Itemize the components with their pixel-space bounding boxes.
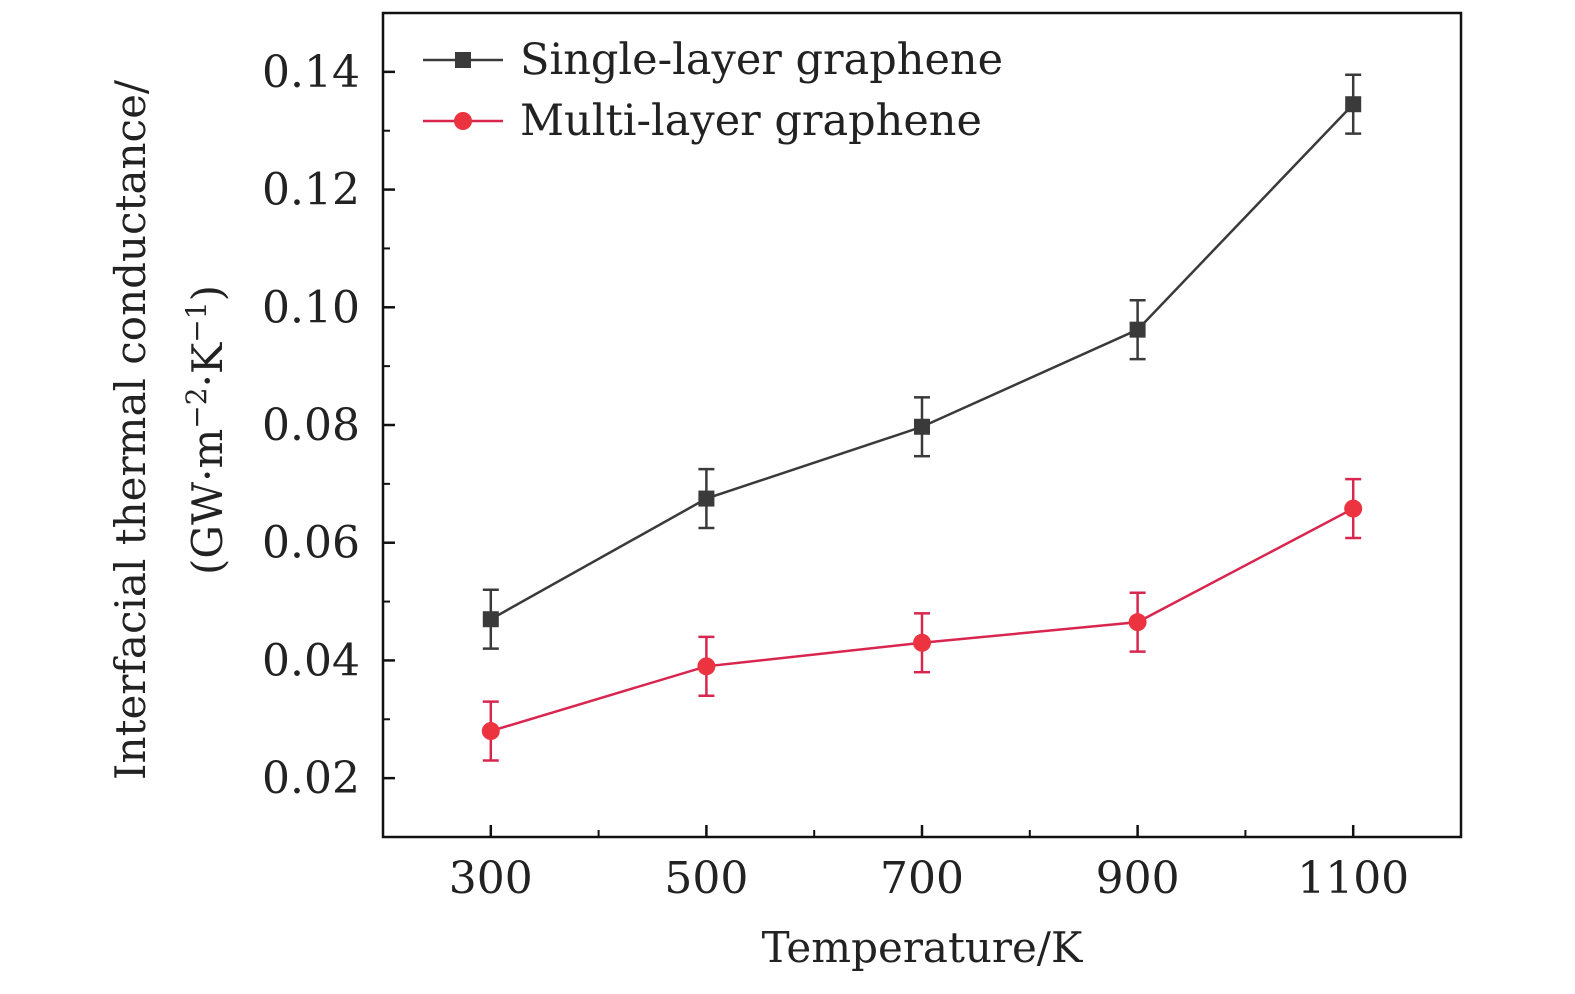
y-axis-unit-exp1: −2 [180,387,213,428]
y-axis-title-line2: (GW·m−2·K−1) [180,285,232,575]
data-point-square [1345,96,1362,113]
legend-marker-circle [454,112,472,130]
legend: Single-layer graphene Multi-layer graphe… [423,35,1003,146]
data-point-circle [1344,499,1363,518]
x-tick-label: 1100 [1297,853,1409,904]
y-axis-unit-exp2: −1 [180,301,213,342]
legend-entry-single-layer: Single-layer graphene [423,35,1003,85]
series-single-layer [482,73,1362,650]
legend-marker-square [455,52,471,68]
data-point-square [698,490,715,507]
y-tick-label: 0.02 [262,753,360,804]
y-axis-unit-main: (GW·m [183,429,232,575]
x-tick-label: 500 [664,853,748,904]
data-point-square [914,418,930,435]
y-axis-unit-mid: ·K [183,341,232,387]
y-tick-label: 0.12 [262,165,360,216]
y-tick-label: 0.14 [262,47,360,98]
data-point-square [1129,321,1146,338]
series-layer [481,73,1363,762]
y-axis-title-line1: Interfacial thermal conductance/ [106,79,155,780]
plot-frame [381,11,1463,839]
y-tick-label: 0.08 [262,400,360,451]
axes-layer: 300 500 700 900 1100 0.02 0.04 0.06 0.08 0.10 0.12… [262,47,1409,904]
x-tick-label: 900 [1096,853,1180,904]
legend-label-multi-layer: Multi-layer graphene [520,96,982,146]
y-tick-label: 0.10 [262,282,360,333]
x-axis-title: Temperature/K [762,923,1084,972]
data-point-square [482,611,499,628]
y-tick-label: 0.06 [262,518,360,569]
y-axis-unit-end: ) [183,285,232,301]
data-point-circle [481,722,500,741]
legend-entry-multi-layer: Multi-layer graphene [423,96,982,146]
data-point-circle [697,657,716,676]
data-point-circle [913,633,931,652]
data-point-circle [1128,613,1147,632]
x-tick-label: 700 [880,853,964,904]
y-tick-label: 0.04 [262,635,360,686]
x-tick-label: 300 [449,853,533,904]
y-axis-title: Interfacial thermal conductance/ (GW·m−2… [106,79,232,780]
legend-label-single-layer: Single-layer graphene [520,35,1003,85]
series-line [490,103,1355,621]
series-multi-layer [481,477,1363,762]
